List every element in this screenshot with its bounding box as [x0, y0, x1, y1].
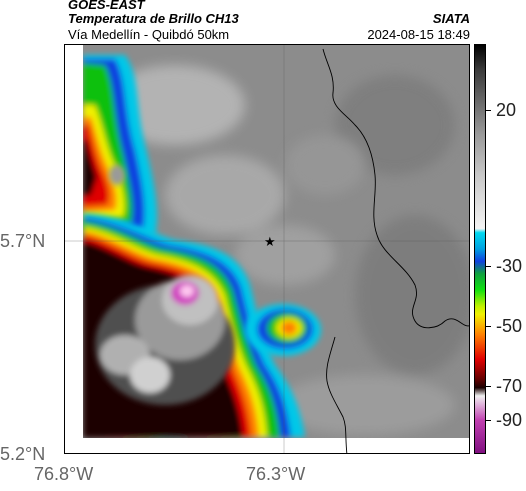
brightness-temperature-map: ★	[64, 44, 470, 454]
timestamp-label: 2024-08-15 18:49	[367, 27, 470, 42]
agency-label: SIATA	[432, 11, 470, 26]
map-svg: ★	[65, 45, 469, 453]
raster-layer	[83, 45, 469, 438]
colorbar-label-minus70: -70	[496, 376, 523, 396]
xtick-76-3W: 76.3°W	[246, 464, 306, 484]
ytick-5-2N: 5.2°N	[0, 444, 46, 464]
satellite-title: GOES-EAST	[68, 0, 145, 12]
colorbar-label-20: 20	[496, 100, 517, 120]
star-marker: ★	[264, 235, 276, 250]
product-title: Temperatura de Brillo CH13	[68, 11, 239, 26]
temperature-colorbar	[474, 44, 486, 454]
region-subtitle: Vía Medellín - Quibdó 50km	[68, 27, 230, 42]
colorbar-label-minus90: -90	[496, 410, 523, 430]
ytick-5-7N: 5.7°N	[0, 231, 46, 251]
colorbar-label-minus30: -30	[496, 256, 523, 276]
xtick-76-8W: 76.8°W	[34, 464, 94, 484]
colorbar-label-minus50: -50	[496, 316, 523, 336]
boundary-lines	[322, 48, 469, 453]
